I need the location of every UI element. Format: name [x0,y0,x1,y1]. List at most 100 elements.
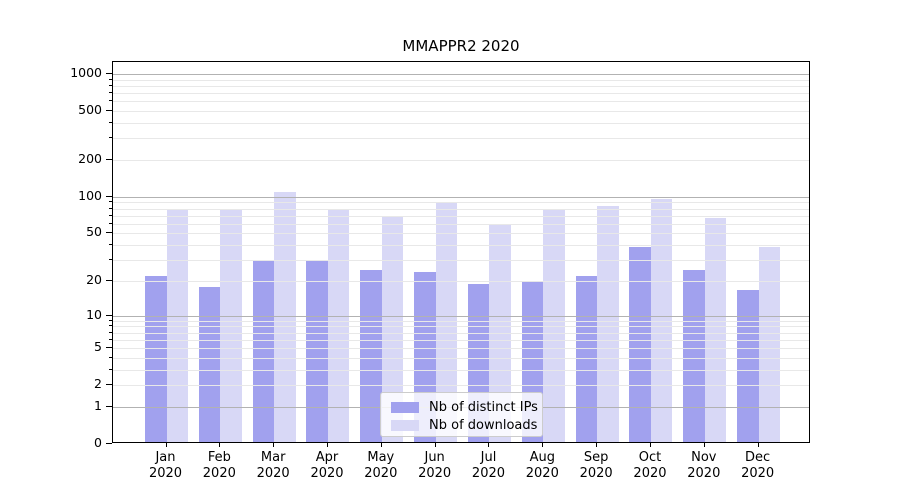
y-tick [106,384,112,386]
chart-title: MMAPPR2 2020 [402,37,520,55]
x-tick-label-oct: Oct 2020 [633,450,667,481]
y-tick [109,78,112,80]
x-tick-label-nov: Nov 2020 [687,450,721,481]
legend-swatch-downloads [391,420,419,431]
minor-gridline [113,79,809,81]
y-tick [109,325,112,327]
y-tick [109,100,112,102]
x-tick-label-dec: Dec 2020 [741,450,775,481]
minor-gridline [113,223,809,225]
x-tick-label-jun: Jun 2020 [418,450,452,481]
y-tick [106,443,112,444]
y-tick-label: 0 [94,435,102,450]
x-tick-label-aug: Aug 2020 [525,450,559,481]
bar-downloads-aug [543,210,565,442]
y-tick [106,347,112,349]
y-tick [109,214,112,216]
minor-gridline [113,233,809,235]
legend-label: Nb of distinct IPs [429,400,538,415]
y-tick [109,121,112,123]
plot-area [112,61,810,443]
y-tick [106,314,112,316]
legend: Nb of distinct IPs Nb of downloads [380,392,543,437]
x-tick-label-apr: Apr 2020 [310,450,344,481]
y-tick-label: 500 [78,102,102,118]
y-tick [109,222,112,224]
x-tick-label-jul: Jul 2020 [471,450,506,481]
y-tick-label: 5 [94,339,102,355]
bar-downloads-jun [435,203,458,442]
minor-gridline [113,159,809,161]
legend-label: Nb of downloads [429,418,538,433]
minor-gridline [113,85,809,87]
x-tick-label-jan: Jan 2020 [148,450,183,481]
legend-item-downloads: Nb of downloads [391,417,537,434]
minor-gridline [113,326,809,328]
minor-gridline [113,122,809,124]
legend-item-distinct-ips: Nb of distinct IPs [391,399,538,416]
x-tick [488,443,490,447]
legend-swatch-distinct-ips [391,402,419,413]
minor-gridline [113,339,809,341]
x-tick [326,443,328,447]
minor-gridline [113,101,809,103]
x-tick [542,443,544,447]
minor-gridline [113,111,809,113]
bar-downloads-feb [220,208,242,442]
major-gridline [113,196,809,198]
minor-gridline [113,208,809,210]
y-tick [106,110,112,112]
y-tick [109,368,112,370]
minor-gridline [113,93,809,95]
minor-gridline [113,215,809,217]
y-tick [109,137,112,139]
minor-gridline [113,320,809,322]
major-gridline [113,315,809,317]
x-tick-label-may: May 2020 [364,450,398,481]
minor-gridline [113,260,809,262]
bar-distinct-ips-mar [252,259,275,442]
y-tick [109,331,112,333]
bar-distinct-ips-dec [737,290,759,442]
minor-gridline [113,357,809,359]
bar-downloads-oct [650,199,673,442]
y-tick-label: 1 [94,397,102,413]
x-tick [219,443,221,447]
x-tick-label-mar: Mar 2020 [256,450,290,481]
bar-distinct-ips-apr [306,259,328,442]
x-tick [596,443,598,447]
bar-distinct-ips-feb [198,287,221,442]
y-tick [106,158,112,160]
x-tick [649,443,651,447]
minor-gridline [113,245,809,247]
y-tick [109,319,112,321]
y-tick [109,259,112,261]
minor-gridline [113,369,809,371]
minor-gridline [113,138,809,140]
y-tick [109,244,112,246]
y-tick-label: 100 [78,187,102,203]
bar-distinct-ips-oct [629,247,651,442]
y-tick-label: 200 [78,150,102,166]
bar-distinct-ips-may [360,269,382,442]
x-tick-label-sep: Sep 2020 [579,450,613,481]
y-tick-label: 20 [86,271,102,287]
y-tick [106,279,112,281]
y-tick [109,338,112,340]
minor-gridline [113,202,809,204]
x-tick [757,443,759,447]
y-tick-label: 50 [86,224,102,240]
y-tick [106,73,112,74]
bar-distinct-ips-sep [575,276,598,442]
y-tick [106,405,112,407]
x-tick [165,443,167,447]
minor-gridline [113,280,809,282]
x-tick [703,443,705,447]
x-tick [434,443,436,447]
x-tick [380,443,382,447]
x-tick [273,443,275,447]
y-tick-label: 2 [94,376,102,392]
bar-distinct-ips-nov [683,269,705,442]
major-gridline [113,74,809,75]
